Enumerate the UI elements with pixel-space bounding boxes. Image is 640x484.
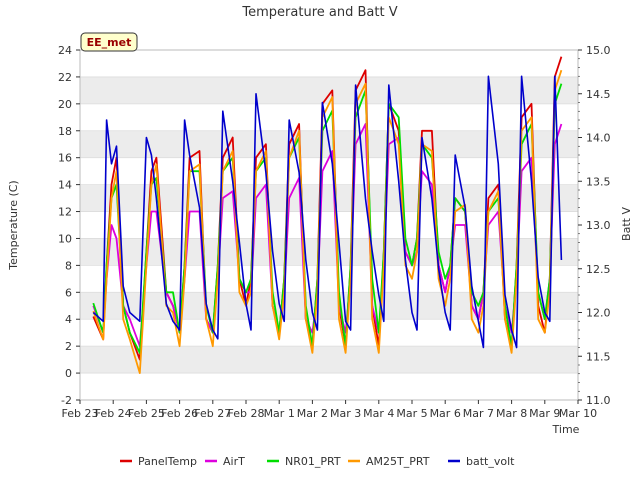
y-tick-label: 12 xyxy=(58,206,72,219)
chart-title: Temperature and Batt V xyxy=(241,5,397,20)
x-tick-label: Mar 4 xyxy=(363,407,394,420)
y-tick-label: 0 xyxy=(65,367,72,380)
y-tick-label: 4 xyxy=(65,313,72,326)
y-axis-label: Temperature (C) xyxy=(7,180,20,270)
x-axis-label: Time xyxy=(552,423,580,436)
station-label: EE_met xyxy=(87,36,132,49)
y2-tick-label: 12.0 xyxy=(586,307,611,320)
y2-tick-label: 11.5 xyxy=(586,350,611,363)
x-tick-label: Feb 24 xyxy=(95,407,132,420)
y-tick-label: 16 xyxy=(58,152,72,165)
plot-series xyxy=(92,56,563,375)
x-tick-label: Mar 7 xyxy=(463,407,494,420)
y-tick-label: -2 xyxy=(61,394,72,407)
x-tick-label: Mar 1 xyxy=(264,407,295,420)
y2-tick-label: 13.0 xyxy=(586,219,611,232)
y2-axis-label: Batt V xyxy=(620,207,633,241)
x-tick-label: Feb 26 xyxy=(161,407,198,420)
x-tick-label: Mar 3 xyxy=(330,407,361,420)
x-tick-label: Feb 23 xyxy=(62,407,99,420)
y2-tick-label: 11.0 xyxy=(586,394,611,407)
y2-tick-label: 14.5 xyxy=(586,88,611,101)
x-tick-label: Mar 10 xyxy=(559,407,597,420)
y-tick-label: 6 xyxy=(65,286,72,299)
legend: PanelTemp AirT NR01_PRT AM25T_PRT batt_volt xyxy=(120,455,515,468)
y-tick-label: 20 xyxy=(58,98,72,111)
x-tick-label: Mar 9 xyxy=(529,407,560,420)
y2-tick-label: 13.5 xyxy=(586,175,611,188)
x-tick-label: Feb 25 xyxy=(128,407,165,420)
y-tick-label: 14 xyxy=(58,179,72,192)
legend-label: PanelTemp xyxy=(138,455,197,468)
x-tick-label: Mar 2 xyxy=(297,407,328,420)
x-tick-label: Mar 8 xyxy=(496,407,527,420)
y-tick-label: 2 xyxy=(65,340,72,353)
x-tick-label: Mar 5 xyxy=(396,407,427,420)
y2-tick-label: 14.0 xyxy=(586,132,611,145)
x-tick-label: Mar 6 xyxy=(430,407,461,420)
x-tick-label: Feb 28 xyxy=(228,407,265,420)
grid-band xyxy=(80,76,578,104)
y-tick-label: 22 xyxy=(58,71,72,84)
y2-tick-label: 15.0 xyxy=(586,44,611,57)
station-badge: EE_met xyxy=(80,32,138,52)
x-tick-label: Feb 27 xyxy=(194,407,231,420)
legend-label: NR01_PRT xyxy=(285,455,341,468)
legend-label: AM25T_PRT xyxy=(366,455,430,468)
grid-band xyxy=(80,346,578,374)
y-tick-label: 18 xyxy=(58,125,72,138)
y-tick-label: 8 xyxy=(65,259,72,272)
y-tick-label: 10 xyxy=(58,232,72,245)
grid-band xyxy=(80,292,578,320)
y-tick-label: 24 xyxy=(58,44,72,57)
y2-axis-ticks: 11.0 11.5 12.0 12.5 13.0 13.5 14.0 14.5 15.0 xyxy=(578,44,611,407)
series-line-batt-volt xyxy=(92,75,563,349)
y2-tick-label: 12.5 xyxy=(586,263,611,276)
legend-label: batt_volt xyxy=(466,455,515,468)
legend-label: AirT xyxy=(223,455,245,468)
